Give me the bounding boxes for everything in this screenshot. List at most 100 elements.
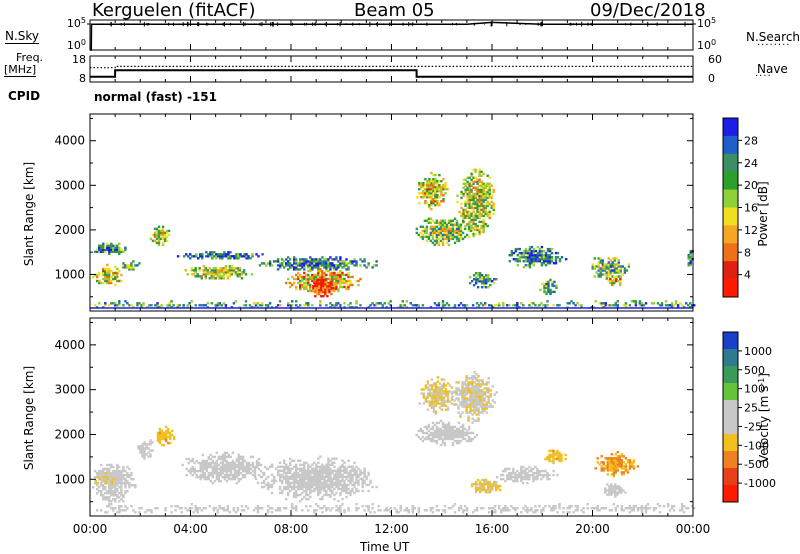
heatmap-cell xyxy=(185,457,188,461)
heatmap-cell xyxy=(467,383,470,386)
heatmap-cell xyxy=(612,469,615,472)
heatmap-cell xyxy=(252,509,256,512)
heatmap-cell xyxy=(427,425,431,429)
heatmap-cell xyxy=(327,266,330,269)
heatmap-cell xyxy=(536,471,539,475)
heatmap-cell xyxy=(441,229,445,233)
heatmap-cell xyxy=(102,246,105,249)
heatmap-cell xyxy=(227,475,231,479)
heatmap-cell xyxy=(200,275,203,278)
heatmap-cell xyxy=(130,266,133,269)
heatmap-cell xyxy=(108,273,111,277)
heatmap-cell xyxy=(599,267,602,270)
heatmap-cell xyxy=(349,477,352,481)
heatmap-cell xyxy=(314,295,317,298)
heatmap-cell xyxy=(365,266,368,269)
heatmap-cell xyxy=(293,256,296,259)
heatmap-cell xyxy=(483,280,486,283)
heatmap-cell xyxy=(534,477,537,481)
heatmap-cell xyxy=(118,471,121,475)
heatmap-cell xyxy=(558,453,561,457)
heatmap-cell xyxy=(689,258,692,261)
heatmap-cell xyxy=(499,488,502,492)
heatmap-cell xyxy=(432,404,436,407)
heatmap-cell xyxy=(425,219,429,222)
heatmap-cell xyxy=(487,389,490,392)
heatmap-cell xyxy=(327,463,330,466)
heatmap-cell xyxy=(118,304,121,307)
heatmap-cell xyxy=(325,493,328,497)
heatmap-cell xyxy=(435,509,439,512)
heatmap-cell xyxy=(556,256,560,259)
heatmap-cell xyxy=(196,273,199,276)
heatmap-cell xyxy=(492,208,495,212)
heatmap-cell xyxy=(293,493,296,497)
heatmap-cell xyxy=(215,473,218,477)
heatmap-cell xyxy=(311,483,314,487)
heatmap-cell xyxy=(478,232,481,236)
heatmap-cell xyxy=(163,237,167,241)
heatmap-cell xyxy=(472,180,475,183)
heatmap-cell xyxy=(98,477,101,481)
heatmap-cell xyxy=(112,471,115,475)
heatmap-cell xyxy=(278,475,282,479)
heatmap-cell xyxy=(539,288,542,292)
heatmap-cell xyxy=(491,399,494,402)
heatmap-cell xyxy=(485,478,488,482)
heatmap-cell xyxy=(470,180,473,183)
heatmap-cell xyxy=(166,427,170,431)
heatmap-cell xyxy=(291,505,294,508)
heatmap-cell xyxy=(532,475,535,479)
heatmap-cell xyxy=(319,260,322,263)
heatmap-cell xyxy=(233,461,237,465)
heatmap-cell xyxy=(371,507,374,510)
heatmap-cell xyxy=(451,229,455,233)
heatmap-cell xyxy=(482,304,485,307)
heatmap-cell xyxy=(163,231,167,235)
heatmap-cell xyxy=(487,276,490,279)
heatmap-cell xyxy=(301,283,304,287)
heatmap-cell xyxy=(572,302,575,305)
heatmap-cell xyxy=(600,469,603,472)
heatmap-cell xyxy=(430,400,434,403)
heatmap-cell xyxy=(432,180,435,183)
heatmap-cell xyxy=(461,383,464,386)
heatmap-cell xyxy=(237,477,241,481)
heatmap-cell xyxy=(474,490,478,494)
heatmap-cell xyxy=(619,275,622,278)
heatmap-cell xyxy=(504,479,507,483)
heatmap-cell xyxy=(320,288,323,292)
heatmap-cell xyxy=(367,509,370,512)
heatmap-cell xyxy=(309,473,312,477)
heatmap-cell xyxy=(313,266,316,269)
heatmap-cell xyxy=(457,304,461,307)
heatmap-cell xyxy=(341,281,344,285)
heatmap-cell xyxy=(317,485,320,489)
heatmap-cell xyxy=(418,182,421,185)
heatmap-cell xyxy=(149,439,152,442)
heatmap-cell xyxy=(554,507,557,510)
heatmap-cell xyxy=(429,431,433,435)
heatmap-cell xyxy=(609,277,612,281)
heatmap-cell xyxy=(473,387,476,390)
heatmap-cell xyxy=(225,469,229,473)
heatmap-cell xyxy=(616,463,619,466)
heatmap-cell xyxy=(225,475,229,479)
heatmap-cell xyxy=(628,304,632,307)
heatmap-cell xyxy=(333,461,336,464)
heatmap-cell xyxy=(423,231,427,235)
heatmap-cell xyxy=(335,258,338,261)
heatmap-cell xyxy=(680,509,684,512)
heatmap-cell xyxy=(317,269,320,273)
heatmap-cell xyxy=(315,465,318,468)
heatmap-cell xyxy=(260,507,264,510)
heatmap-cell xyxy=(547,286,550,290)
heatmap-cell xyxy=(124,505,127,508)
heatmap-cell xyxy=(118,473,121,477)
heatmap-cell xyxy=(465,407,468,410)
heatmap-cell xyxy=(518,475,521,479)
heatmap-cell xyxy=(198,304,201,307)
heatmap-cell xyxy=(424,398,428,401)
heatmap-cell xyxy=(313,264,316,267)
heatmap-cell xyxy=(102,277,105,281)
